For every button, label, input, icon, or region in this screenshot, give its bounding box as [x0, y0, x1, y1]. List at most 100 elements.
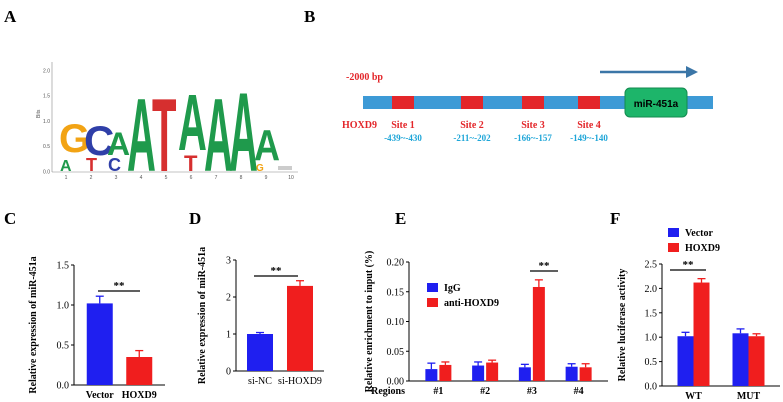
y-axis-label: Relative expression of miR-451a: [197, 247, 208, 384]
x-tick-label: #2: [480, 386, 490, 397]
logo-letter-a-8: A: [229, 70, 258, 195]
bar: [565, 366, 578, 381]
bar: [425, 369, 438, 381]
bar: [287, 285, 313, 371]
logo-x-tick: 10: [288, 175, 294, 181]
y-tick-label: 0.00: [387, 377, 405, 388]
logo-letter-a-small: A: [60, 158, 72, 175]
legend-label: Vector: [685, 228, 714, 239]
y-tick-label: 0.5: [645, 357, 658, 368]
bar: [732, 333, 749, 386]
logo-x-tick: 3: [115, 175, 118, 181]
site-name-3: Site 3: [521, 120, 545, 131]
site-range-2: -211~-202: [453, 133, 491, 143]
x-tick-label: WT: [685, 391, 702, 402]
panel-label-a: A: [4, 7, 17, 26]
legend-swatch: [668, 228, 679, 237]
bar: [532, 286, 545, 381]
y-axis-label: Relative luciferase activity: [617, 269, 628, 382]
y-tick-label: 1.5: [57, 261, 70, 272]
logo-y-tick: 1.5: [43, 94, 50, 100]
logo-letter-a-tall: A: [127, 77, 156, 193]
x-tick-label: si-NC: [248, 376, 272, 387]
site-name-4: Site 4: [577, 120, 601, 131]
logo-letter-a-7: A: [204, 77, 233, 193]
site-box-2: [461, 96, 483, 109]
y-tick-label: 2.5: [645, 260, 658, 271]
logo-letter-g-9: G: [256, 163, 264, 174]
x-tick-label: HOXD9: [122, 390, 157, 401]
bar: [86, 303, 113, 385]
legend-swatch: [427, 283, 438, 292]
y-tick-label: 0.05: [387, 347, 405, 358]
legend-label: anti-HOXD9: [444, 298, 499, 309]
logo-x-tick: 7: [215, 175, 218, 181]
x-axis-label: Regions: [371, 386, 405, 397]
significance-marker: **: [539, 260, 551, 272]
y-tick-label: 1: [226, 330, 231, 341]
logo-x-tick: 8: [240, 175, 243, 181]
y-tick-label: 0.0: [645, 382, 658, 393]
legend-label: HOXD9: [685, 243, 720, 254]
y-tick-label: 0.0: [57, 381, 70, 392]
logo-letter-a: A: [107, 126, 130, 162]
y-axis-label: Relative enrichment to input (%): [364, 251, 375, 393]
logo-x-tick: 2: [90, 175, 93, 181]
y-tick-label: 1.5: [645, 308, 658, 319]
bar: [748, 336, 765, 386]
y-tick-label: 0: [226, 367, 231, 378]
panel-label-c: C: [4, 209, 16, 228]
gene-box: [624, 87, 688, 118]
sequence-logo: Bits 0.0 0.5 1.0 1.5 2.0 1 2 3 4 5 6 7 8 9 10 G A C T…: [36, 62, 298, 195]
panel-label-d: D: [189, 209, 201, 228]
bar: [693, 282, 710, 386]
bar: [472, 365, 485, 381]
x-tick-label: #1: [433, 386, 443, 397]
transcription-arrow-head: [686, 66, 698, 78]
bar: [579, 367, 592, 381]
logo-y-label: Bits: [36, 109, 42, 118]
legend-swatch: [427, 298, 438, 307]
bar: [486, 362, 499, 381]
y-tick-label: 2: [226, 293, 231, 304]
logo-letter-t-6: T: [184, 151, 198, 176]
x-tick-label: MUT: [737, 391, 761, 402]
logo-letter-a-6: A: [178, 79, 207, 168]
logo-x-tick: 1: [65, 175, 68, 181]
panel-label-f: F: [610, 209, 620, 228]
bar: [677, 336, 694, 386]
site-name-1: Site 1: [391, 120, 415, 131]
site-box-3: [522, 96, 544, 109]
logo-x-tick: 4: [140, 175, 143, 181]
logo-letter-t-small: T: [86, 155, 97, 175]
logo-letter-g: G: [59, 117, 90, 161]
logo-y-tick: 1.0: [43, 119, 50, 125]
x-tick-label: si-HOXD9: [278, 376, 322, 387]
logo-y-tick: 0.5: [43, 144, 50, 150]
y-tick-label: 2.0: [645, 284, 658, 295]
significance-marker: **: [683, 259, 695, 271]
logo-letter-a-9: A: [254, 122, 280, 170]
logo-flat-10: [278, 166, 292, 170]
site-range-3: -166~-157: [514, 133, 552, 143]
factor-label: HOXD9: [342, 120, 377, 131]
logo-y-tick: 2.0: [43, 68, 50, 74]
logo-letter-c-small: C: [108, 155, 121, 175]
logo-y-tick: 0.0: [43, 170, 50, 176]
logo-x-tick: 5: [165, 175, 168, 181]
legend-label: IgG: [444, 283, 461, 294]
chart-c: 0.0 0.5 1.0 1.5 Relative expression of miR-4…: [28, 256, 165, 401]
legend-swatch: [668, 243, 679, 252]
chart-e: 0.00 0.05 0.10 0.15 0.20 Relative enrichment …: [364, 251, 608, 397]
site-range-1: -439~-430: [384, 133, 422, 143]
bar: [439, 364, 452, 381]
site-box-1: [392, 96, 414, 109]
x-tick-label: Vector: [86, 390, 115, 401]
y-tick-label: 0.5: [57, 341, 70, 352]
bar: [247, 334, 273, 371]
x-tick-label: #4: [574, 386, 584, 397]
logo-x-tick: 6: [190, 175, 193, 181]
significance-marker: **: [271, 265, 283, 277]
chart-d: 0 1 2 3 Relative expression of miR-451a si-NC…: [197, 247, 324, 387]
